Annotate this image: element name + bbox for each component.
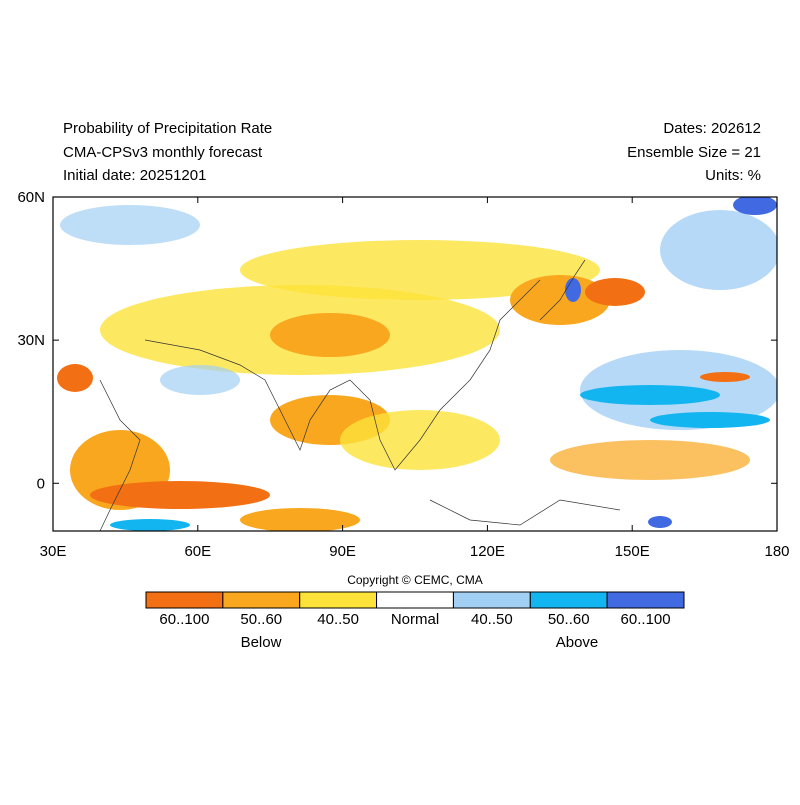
lon-tick-label: 60E — [184, 543, 211, 560]
map-frame — [52, 196, 778, 532]
legend-swatch — [145, 591, 224, 609]
legend-swatch — [606, 591, 685, 609]
legend-swatch — [452, 591, 531, 609]
legend-label: 60..100 — [621, 611, 671, 628]
title: Probability of Precipitation Rate — [63, 120, 272, 137]
legend-label: Normal — [391, 611, 439, 628]
ensemble-size: Ensemble Size = 21 — [627, 144, 761, 161]
dates: Dates: 202612 — [663, 120, 761, 137]
lon-tick-label: 30E — [40, 543, 67, 560]
lon-tick-label: 150E — [615, 543, 650, 560]
initial-date: Initial date: 20251201 — [63, 167, 206, 184]
copyright: Copyright © CEMC, CMA — [347, 573, 483, 587]
legend-label: 50..60 — [240, 611, 282, 628]
legend-swatch — [222, 591, 301, 609]
lon-tick-label: 180 — [764, 543, 789, 560]
lat-tick-label: 30N — [17, 332, 45, 349]
model: CMA-CPSv3 monthly forecast — [63, 144, 263, 161]
legend-below: Below — [241, 634, 282, 651]
legend-label: 40..50 — [471, 611, 513, 628]
legend-above: Above — [556, 634, 599, 651]
coastlines — [99, 259, 621, 532]
legend-swatch — [529, 591, 608, 609]
lon-tick-label: 120E — [470, 543, 505, 560]
lon-tick-label: 90E — [329, 543, 356, 560]
probability-field — [57, 197, 777, 531]
legend-label: 50..60 — [548, 611, 590, 628]
lat-tick-label: 60N — [17, 189, 45, 206]
lat-tick-label: 0 — [37, 475, 45, 492]
legend-label: 40..50 — [317, 611, 359, 628]
legend-swatch — [299, 591, 378, 609]
units: Units: % — [705, 167, 761, 184]
legend-label: 60..100 — [159, 611, 209, 628]
legend-swatch — [376, 591, 454, 609]
